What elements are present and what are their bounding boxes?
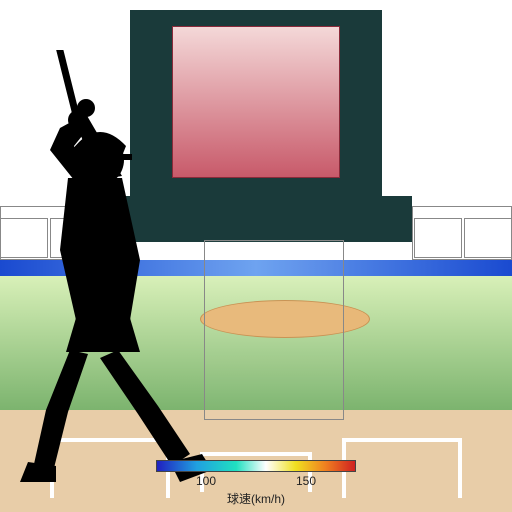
strike-zone	[204, 240, 344, 420]
speed-legend: 100 150 球速(km/h)	[156, 460, 356, 508]
legend-title: 球速(km/h)	[156, 490, 356, 507]
batter-silhouette	[0, 50, 220, 490]
pitch-chart-scene: 100 150 球速(km/h)	[0, 0, 512, 512]
legend-tick: 150	[296, 474, 316, 488]
legend-tick: 100	[196, 474, 216, 488]
plate-line	[458, 438, 462, 498]
legend-ticks: 100 150	[156, 474, 356, 490]
plate-line	[342, 438, 462, 442]
stand-panel	[464, 218, 512, 258]
stand-panel	[414, 218, 462, 258]
legend-gradient-bar	[156, 460, 356, 472]
